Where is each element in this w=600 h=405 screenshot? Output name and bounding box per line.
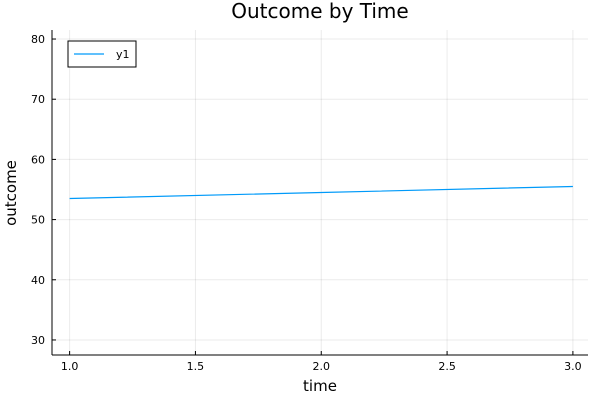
y-tick-label: 60: [31, 153, 45, 166]
series-layer: [69, 185, 573, 200]
y-tick-label: 50: [31, 214, 45, 227]
x-axis-label: time: [303, 377, 337, 395]
x-tick-label: 1.0: [61, 360, 79, 373]
series-line-y1: [69, 185, 573, 200]
tick-labels: 1.0 1.5 2.0 2.5 3.0 30 40 50 60 70 80: [31, 33, 582, 373]
x-tick-label: 2.5: [438, 360, 456, 373]
y-tick-label: 30: [31, 334, 45, 347]
y-tick-label: 40: [31, 274, 45, 287]
x-tick-label: 3.0: [564, 360, 582, 373]
x-tick-label: 1.5: [187, 360, 205, 373]
y-axis-label: outcome: [2, 160, 20, 226]
legend-series-label: y1: [116, 48, 130, 61]
legend: y1: [67, 40, 137, 68]
x-tick-label: 2.0: [313, 360, 331, 373]
chart-title: Outcome by Time: [231, 0, 408, 23]
y-tick-label: 80: [31, 33, 45, 46]
y-tick-label: 70: [31, 93, 45, 106]
axes: [51, 30, 588, 356]
